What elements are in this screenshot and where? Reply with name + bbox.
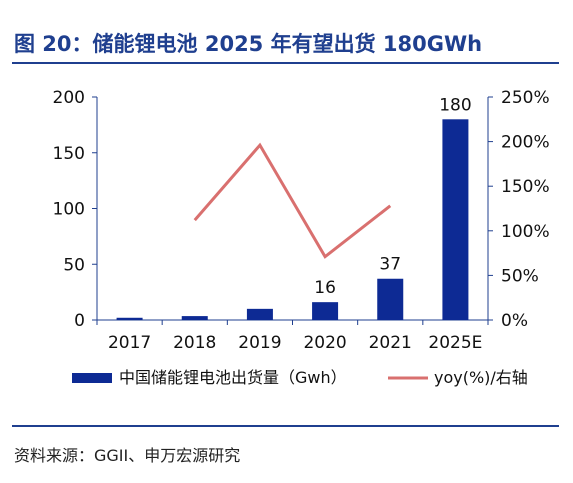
bar [246, 308, 273, 320]
right-axis-tick-label: 150% [501, 177, 550, 197]
x-axis-tick-label: 2021 [369, 333, 412, 353]
legend-swatch-bar [72, 373, 112, 383]
chart-axes: 0 50 100 150 200 0% 50% 100% 150% 200% 250% 2017 201… [53, 88, 550, 353]
bar [181, 316, 208, 320]
line-series [193, 142, 392, 259]
bar-data-label: 180 [439, 95, 471, 115]
yoy-line [193, 142, 392, 259]
legend-label-line: yoy(%)/右轴 [434, 368, 528, 387]
bar [116, 317, 143, 320]
left-axis-tick-label: 50 [63, 255, 85, 275]
source-note: 资料来源：GGII、申万宏源研究 [14, 446, 241, 465]
bar [377, 278, 404, 320]
bar-data-label: 37 [379, 255, 401, 275]
data-labels: 16 37 180 [314, 95, 471, 298]
left-axis-tick-label: 0 [74, 311, 85, 331]
figure-title: 图 20：储能锂电池 2025 年有望出货 180GWh [14, 32, 483, 56]
x-axis-tick-label: 2019 [238, 333, 281, 353]
x-axis-tick-label: 2025E [428, 333, 482, 353]
x-axis-tick-label: 2017 [108, 333, 151, 353]
x-axis-tick-label: 2018 [173, 333, 216, 353]
right-axis-tick-label: 0% [501, 311, 528, 331]
bar [312, 302, 339, 320]
left-axis-tick-label: 200 [53, 88, 85, 108]
legend: 中国储能锂电池出货量（Gwh） yoy(%)/右轴 [72, 368, 528, 387]
right-axis-tick-label: 50% [501, 266, 539, 286]
right-axis-tick-label: 200% [501, 133, 550, 153]
bar-data-label: 16 [314, 278, 336, 298]
right-axis-tick-label: 250% [501, 88, 550, 108]
chart: 0 50 100 150 200 0% 50% 100% 150% 200% 250% 2017 201… [53, 88, 550, 387]
left-axis-tick-label: 100 [53, 200, 85, 220]
source-rule [12, 425, 559, 427]
right-axis-tick-label: 100% [501, 222, 550, 242]
bar-series [116, 119, 469, 320]
left-axis-tick-label: 150 [53, 144, 85, 164]
legend-label-bar: 中国储能锂电池出货量（Gwh） [119, 368, 347, 387]
bar [442, 119, 469, 320]
x-axis-tick-label: 2020 [303, 333, 346, 353]
title-rule [12, 62, 559, 64]
